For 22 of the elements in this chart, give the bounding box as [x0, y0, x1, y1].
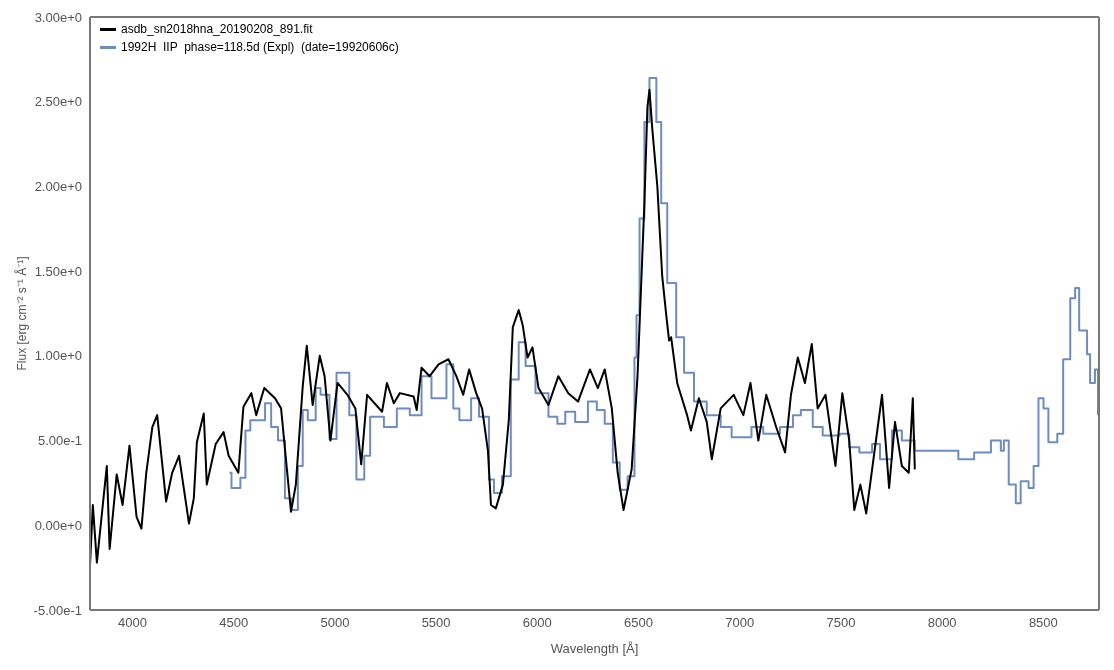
y-tick-label: 1.50e+0: [34, 263, 82, 279]
x-axis-title: Wavelength [Å]: [550, 641, 639, 657]
y-tick-label: 2.50e+0: [34, 94, 82, 110]
x-tick-label: 7500: [826, 615, 856, 631]
y-tick-label: 1.00e+0: [34, 348, 82, 364]
x-tick-label: 6500: [624, 615, 653, 631]
x-tick-label: 8500: [1028, 615, 1058, 631]
y-tick-label: 3.00e+0: [34, 9, 82, 25]
x-tick-label: 5000: [320, 615, 350, 631]
x-tick-label: 7000: [725, 615, 755, 631]
y-tick-label: -5.00e-1: [33, 602, 82, 618]
legend-label: asdb_sn2018hna_20190208_891.fit: [121, 22, 313, 36]
x-tick-label: 6000: [522, 615, 552, 631]
y-tick-label: 2.00e+0: [34, 179, 82, 195]
y-axis-title: Flux [erg cm⁻² s⁻¹ Å⁻¹]: [14, 256, 30, 371]
y-tick-label: 0.00e+0: [34, 517, 82, 533]
y-tick-label: 5.00e-1: [37, 433, 82, 449]
x-tick-label: 4000: [118, 615, 147, 631]
x-tick-label: 8000: [927, 615, 957, 631]
x-tick-label: 5500: [421, 615, 451, 631]
x-tick-label: 4500: [219, 615, 249, 631]
legend-label: 1992H IIP phase=118.5d (Expl) (date=19920606c): [121, 40, 399, 54]
